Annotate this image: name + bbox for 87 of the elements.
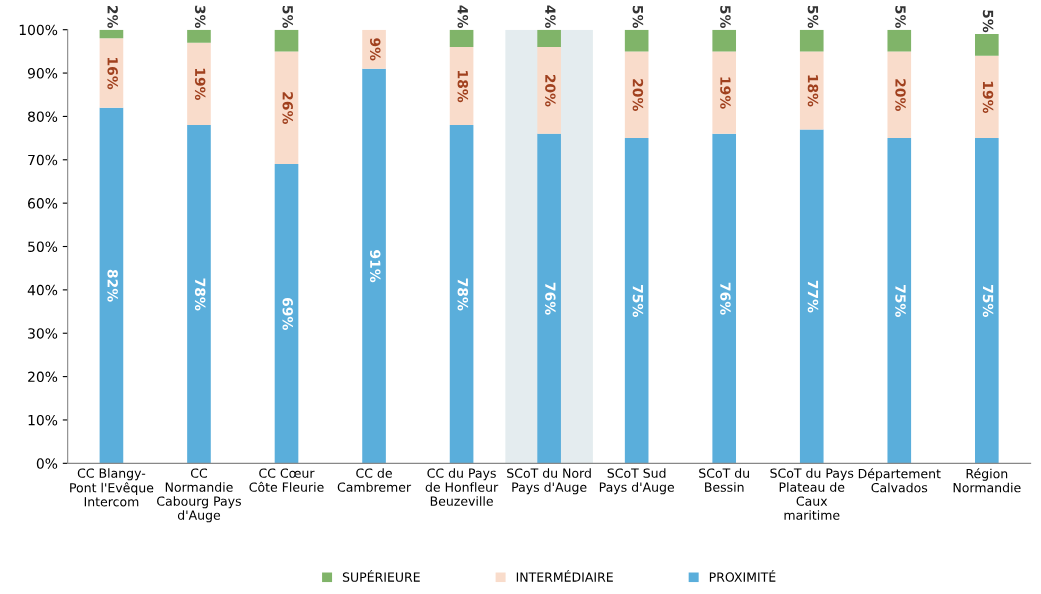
- y-tick-label: 90%: [27, 68, 58, 79]
- x-tick-label: CC du Pays de Honfleur Beuzeville: [425, 468, 499, 506]
- data-label: 77%: [807, 280, 819, 313]
- bar: [274, 51, 299, 165]
- bar: [99, 29, 124, 39]
- x-tick-label: SCoT du Bessin: [699, 468, 749, 492]
- data-label: 2%: [107, 5, 118, 28]
- y-tick-label: 70%: [28, 154, 58, 166]
- bar: [624, 51, 649, 139]
- bar: [975, 55, 999, 139]
- bar: [274, 29, 299, 52]
- bar: [187, 29, 211, 43]
- bar: [362, 68, 386, 464]
- bar: [537, 29, 561, 48]
- x-tick-label: Région Normandie: [953, 468, 1021, 493]
- bar: [712, 51, 737, 134]
- data-label: 5%: [807, 5, 819, 28]
- y-tick-label: 100%: [19, 24, 58, 36]
- data-label: 91%: [370, 250, 381, 283]
- bar: [187, 125, 211, 464]
- data-label: 78%: [457, 278, 469, 311]
- y-tick-label: 80%: [28, 111, 58, 122]
- data-label: 4%: [457, 5, 469, 28]
- data-label: 75%: [982, 285, 994, 317]
- y-tick-label: 30%: [28, 328, 58, 339]
- data-label: 20%: [895, 79, 906, 111]
- data-label: 5%: [895, 5, 906, 28]
- data-label: 5%: [982, 10, 994, 33]
- bar: [887, 138, 912, 464]
- x-tick-label: SCoT du Pays Plateau de Caux maritime: [770, 468, 854, 520]
- data-label: 5%: [282, 5, 293, 28]
- data-label: 19%: [982, 81, 994, 114]
- y-tick-label: 60%: [28, 198, 58, 209]
- bar: [975, 34, 999, 56]
- bar: [449, 125, 474, 464]
- data-label: 75%: [632, 285, 644, 317]
- bar: [624, 138, 649, 464]
- x-tick-label: CC Normandie Cabourg Pays d'Auge: [157, 468, 241, 523]
- legend-label: INTERMÉDIAIRE: [516, 570, 613, 582]
- data-label: 18%: [457, 71, 469, 103]
- x-tick-label: CC de Cambremer: [337, 468, 412, 492]
- data-label: 76%: [545, 282, 556, 315]
- bar: [799, 129, 824, 464]
- data-label: 9%: [370, 38, 381, 61]
- bar: [712, 133, 737, 464]
- y-tick-label: 0%: [36, 458, 58, 469]
- bar: [274, 164, 299, 464]
- bar: [537, 47, 561, 134]
- x-tick-label: CC Blangy- Pont l'Evêque Intercom: [70, 468, 154, 507]
- data-label: 20%: [632, 79, 644, 111]
- bar: [449, 29, 474, 48]
- y-tick-label: 50%: [28, 241, 58, 252]
- data-label: 20%: [545, 74, 556, 107]
- x-tick-label: Département Calvados: [858, 468, 941, 493]
- bar: [712, 29, 737, 52]
- bar: [99, 107, 124, 464]
- data-label: 82%: [107, 269, 118, 302]
- data-label: 16%: [107, 58, 118, 90]
- data-label: 75%: [895, 285, 906, 317]
- data-label: 76%: [720, 282, 731, 315]
- bar: [799, 29, 824, 52]
- bar: [362, 29, 386, 69]
- legend-label: PROXIMITÉ: [709, 570, 776, 582]
- y-tick-label: 20%: [28, 371, 58, 383]
- bar: [187, 42, 211, 126]
- x-tick-label: SCoT Sud Pays d'Auge: [599, 468, 674, 495]
- bar: [537, 133, 561, 464]
- data-label: 26%: [282, 92, 293, 124]
- data-label: 4%: [545, 5, 556, 28]
- data-label: 19%: [194, 68, 206, 101]
- data-label: 19%: [720, 77, 731, 109]
- bar: [799, 51, 824, 130]
- bar: [887, 51, 912, 139]
- bar: [624, 29, 649, 52]
- x-tick-label: CC Cœur Côte Fleurie: [249, 468, 324, 492]
- data-label: 5%: [632, 5, 644, 28]
- data-label: 78%: [194, 278, 206, 311]
- bar: [887, 29, 912, 52]
- data-label: 5%: [720, 5, 731, 28]
- bar: [975, 138, 999, 464]
- data-label: 3%: [194, 5, 206, 28]
- legend-label: SUPÉRIEURE: [342, 570, 420, 582]
- y-tick-label: 40%: [27, 284, 58, 296]
- data-label: 18%: [807, 75, 819, 107]
- data-label: 69%: [282, 297, 293, 330]
- y-tick-label: 10%: [28, 414, 58, 426]
- x-tick-label: SCoT du Nord Pays d'Auge: [507, 468, 591, 495]
